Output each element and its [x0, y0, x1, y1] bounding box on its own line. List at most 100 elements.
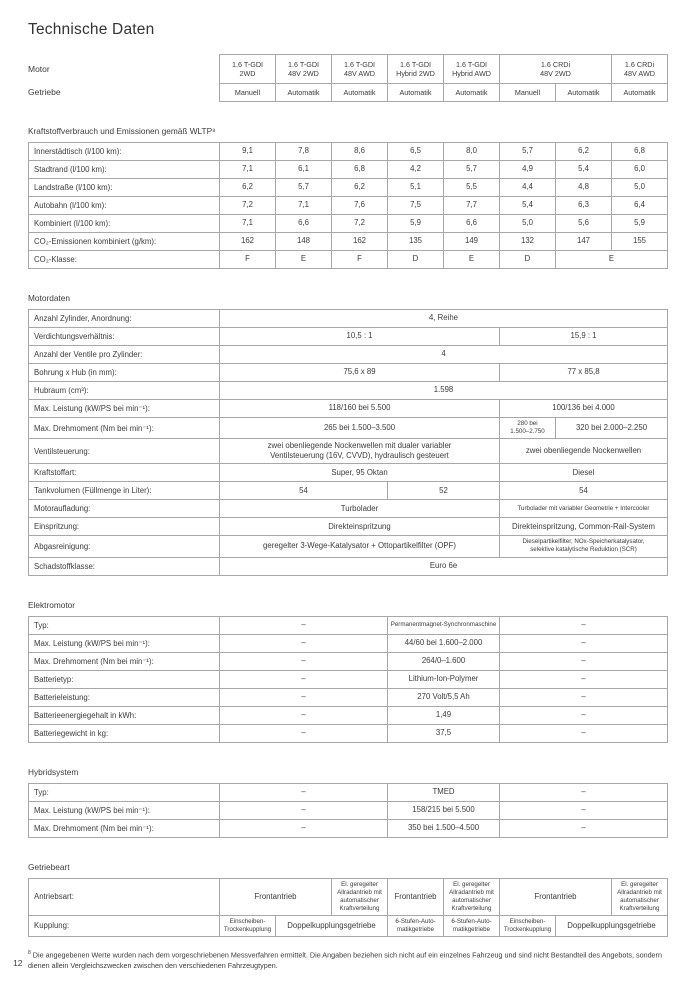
row-label: Typ: [29, 783, 220, 802]
section-title: Getriebeart [28, 861, 70, 872]
spec-cell: 5,9 [612, 215, 668, 233]
spec-row: Innerstädtisch (l/100 km): 9,1 7,8 8,6 6,5 8,… [29, 143, 668, 161]
spec-row: Batterieenergiegehalt in kWh: –1,49– [29, 706, 668, 725]
spec-cell: Frontantrieb [220, 878, 332, 916]
spec-cell: 10,5 : 1 [220, 328, 500, 346]
spec-cell: TMED [388, 783, 500, 802]
row-label: Landstraße (l/100 km): [29, 179, 220, 197]
row-label: Schadstoffklasse: [29, 557, 220, 576]
spec-cell: 15,9 : 1 [500, 328, 668, 346]
spec-cell: 5,4 [500, 197, 556, 215]
spec-cell: 350 bei 1.500–4.500 [388, 819, 500, 838]
getriebe-row: Manuell Automatik Automatik Automatik Automa… [220, 84, 668, 102]
spec-cell: 6,6 [444, 215, 500, 233]
spec-cell: – [220, 634, 388, 653]
row-label: Hubraum (cm³): [29, 382, 220, 400]
section: Kraftstoffverbrauch und Emissionen gemäß… [28, 126, 668, 269]
spec-table: Typ: – Permanentmagnet-Synchronmaschine – Ma… [28, 615, 668, 743]
engine-header-cell: 1.6 T-GDI Hybrid 2WD [388, 55, 444, 84]
spec-cell: 280 bei 1.500–2.750 [500, 418, 556, 440]
row-label: Batteriegewicht in kg: [29, 724, 220, 743]
spec-cell: – [220, 652, 388, 671]
spec-cell: 6,8 [612, 143, 668, 161]
spec-row: Abgasreinigung: geregelter 3-Wege-Katalys… [29, 536, 668, 558]
row-label: CO₂-Emissionen kombiniert (g/km): [29, 233, 220, 251]
spec-cell: – [500, 706, 668, 725]
spec-cell: Direkteinspritzung, Common-Rail-System [500, 518, 668, 537]
row-label: Max. Leistung (kW/PS bei min⁻¹): [29, 400, 220, 418]
spec-cell: 5,5 [444, 179, 500, 197]
row-label: Innerstädtisch (l/100 km): [29, 143, 220, 161]
engine-header-cell: 1.6 T-GDI 48V AWD [332, 55, 388, 84]
spec-cell: Doppelkupplungsgetriebe [276, 915, 388, 937]
row-label: Motoraufladung: [29, 500, 220, 519]
section-title: Hybridsystem [28, 766, 79, 777]
spec-row: Antriebsart: Frontantrieb El. geregelter A… [29, 878, 668, 916]
page-content: Technische Daten Motor Getriebe 1.6 T-GD… [28, 0, 668, 971]
spec-row: Hubraum (cm³): 1.598 [29, 382, 668, 400]
spec-cell: – [220, 783, 388, 802]
spec-cell: F [332, 251, 388, 269]
spec-row: Ventilsteuerung: zwei obenliegende Nocken… [29, 439, 668, 465]
engine-header-cell: 1.6 T-GDI Hybrid AWD [444, 55, 500, 84]
spec-row: Stadtrand (l/100 km): 7,1 6,1 6,8 4,2 5,7 4,9 5… [29, 161, 668, 179]
spec-cell: 7,5 [388, 197, 444, 215]
spec-row: Einspritzung: Direkteinspritzung Direktein… [29, 518, 668, 537]
row-label: Anzahl der Ventile pro Zylinder: [29, 346, 220, 364]
spec-cell: 5,4 [556, 161, 612, 179]
transmission-header-cell: Automatik [556, 84, 612, 102]
row-label: Typ: [29, 616, 220, 635]
row-label: Max. Drehmoment (Nm bei min⁻¹): [29, 652, 220, 671]
header-cells: 1.6 T-GDI 2WD 1.6 T-GDI 48V 2WD 1.6 T-GDI … [219, 54, 668, 102]
spec-cell: Doppelkupplungsgetriebe [556, 915, 668, 937]
spec-cell: 7,1 [220, 161, 276, 179]
row-label: Max. Drehmoment (Nm bei min⁻¹): [29, 819, 220, 838]
section: Hybridsystem Typ: – TMED – Max. Leistung (kW/… [28, 767, 668, 838]
sections: Kraftstoffverbrauch und Emissionen gemäß… [28, 126, 668, 937]
spec-cell: – [500, 616, 668, 635]
transmission-header-cell: Automatik [612, 84, 668, 102]
row-label: Batterieleistung: [29, 688, 220, 707]
row-label: Kraftstoffart: [29, 464, 220, 483]
row-label: Autobahn (l/100 km): [29, 197, 220, 215]
spec-cell: – [500, 688, 668, 707]
spec-cell: 5,1 [388, 179, 444, 197]
spec-cell: El. geregelter Allradantrieb mit automat… [332, 878, 388, 916]
spec-row: Anzahl Zylinder, Anordnung: 4, Reihe [29, 310, 668, 328]
spec-cell: 5,7 [276, 179, 332, 197]
row-label: Batterieenergiegehalt in kWh: [29, 706, 220, 725]
spec-cell: 6,2 [220, 179, 276, 197]
footnote: 8 Die angegebenen Werte wurden nach dem … [28, 950, 664, 971]
spec-row: Max. Leistung (kW/PS bei min⁻¹): 118/160 … [29, 400, 668, 418]
spec-cell: – [500, 652, 668, 671]
spec-cell: 8,0 [444, 143, 500, 161]
engine-header-cell: 1.6 T-GDI 2WD [220, 55, 276, 84]
spec-cell: E [556, 251, 668, 269]
spec-cell: 265 bei 1.500–3.500 [220, 418, 500, 440]
spec-cell: 118/160 bei 5.500 [220, 400, 500, 418]
spec-cell: 7,2 [220, 197, 276, 215]
row-label: Antriebsart: [29, 878, 220, 916]
spec-table: Typ: – TMED – Max. Leistung (kW/PS bei min⁻¹… [28, 782, 668, 838]
spec-cell: 52 [388, 482, 500, 501]
spec-cell: F [220, 251, 276, 269]
spec-cell: 100/136 bei 4.000 [500, 400, 668, 418]
spec-cell: D [388, 251, 444, 269]
spec-cell: Diesel [500, 464, 668, 483]
spec-row: Batterietyp: – Lithium-Ion-Polymer – [29, 670, 668, 689]
row-label: Einspritzung: [29, 518, 220, 537]
spec-row: Typ: – Permanentmagnet-Synchronmaschine – [29, 616, 668, 635]
transmission-header-cell: Automatik [444, 84, 500, 102]
spec-cell: Einscheiben- Trockenkupplung [220, 915, 276, 937]
section: Elektromotor Typ: – Permanentmagnet-Synchro… [28, 600, 668, 743]
spec-cell: 7,1 [220, 215, 276, 233]
spec-row: Anzahl der Ventile pro Zylinder: 4 [29, 346, 668, 364]
spec-row: Kombiniert (l/100 km): 7,1 6,6 7,2 5,9 6,6 5,0… [29, 215, 668, 233]
spec-row: CO₂-Emissionen kombiniert (g/km): 162 148 1… [29, 233, 668, 251]
spec-cell: zwei obenliegende Nockenwellen mit duale… [220, 439, 500, 465]
spec-cell: 264/0–1.600 [388, 652, 500, 671]
page-number: 12 [13, 958, 23, 968]
row-label: Kombiniert (l/100 km): [29, 215, 220, 233]
transmission-header-cell: Automatik [332, 84, 388, 102]
